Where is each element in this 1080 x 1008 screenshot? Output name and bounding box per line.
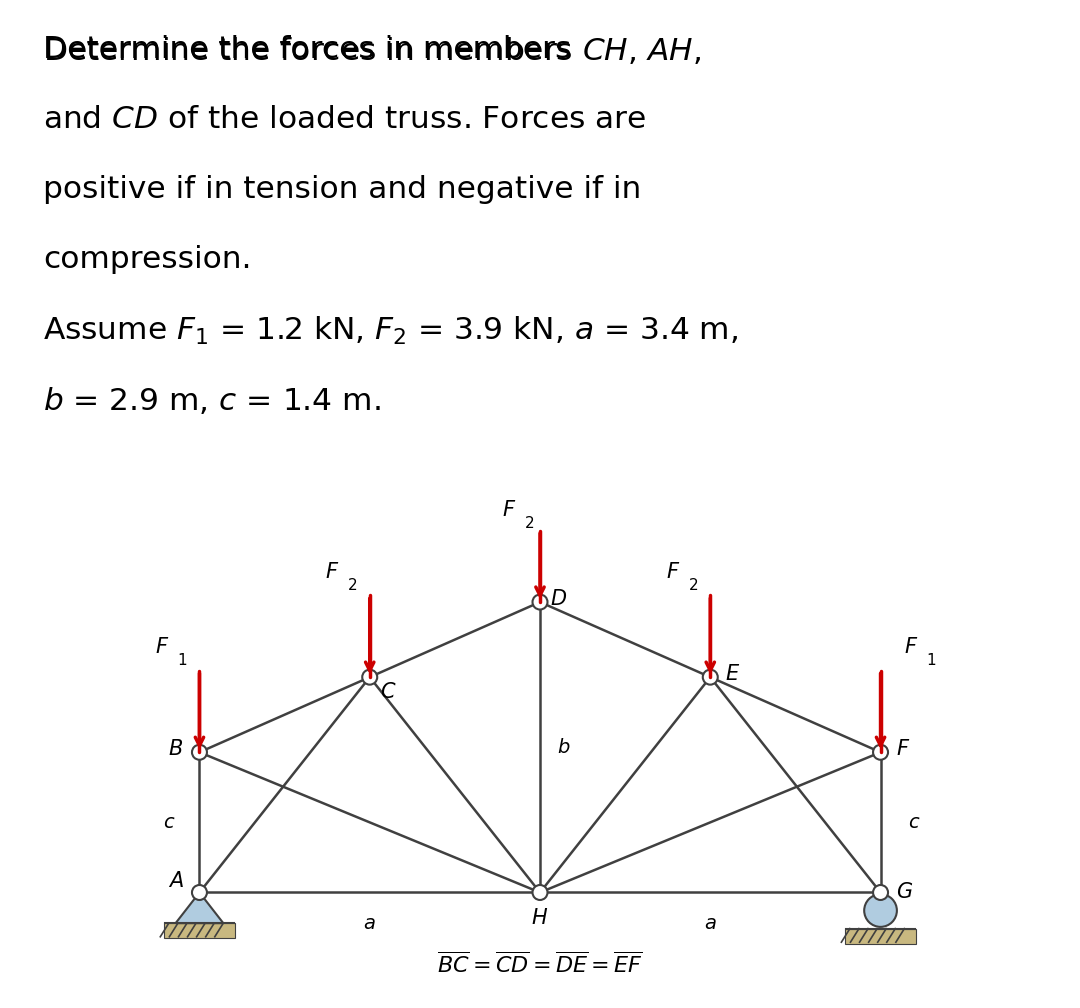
Text: $\mathit{F}$: $\mathit{F}$ xyxy=(154,637,170,656)
Text: 2: 2 xyxy=(688,578,698,593)
Text: 2: 2 xyxy=(348,578,357,593)
Text: $\mathit{E}$: $\mathit{E}$ xyxy=(725,663,740,683)
Text: $\mathit{F}$: $\mathit{F}$ xyxy=(502,500,516,520)
Text: $\mathit{H}$: $\mathit{H}$ xyxy=(531,908,549,928)
Circle shape xyxy=(192,885,207,900)
Text: $\mathit{a}$: $\mathit{a}$ xyxy=(704,913,717,932)
Text: $\mathit{a}$: $\mathit{a}$ xyxy=(363,913,376,932)
Text: 1: 1 xyxy=(177,653,187,668)
Text: Assume $\mathit{F}_1$ = 1.2 kN, $\mathit{F}_2$ = 3.9 kN, $\mathit{a}$ = 3.4 m,: Assume $\mathit{F}_1$ = 1.2 kN, $\mathit… xyxy=(43,316,739,348)
Text: $\mathit{c}$: $\mathit{c}$ xyxy=(908,812,921,832)
Text: $\mathit{F}$: $\mathit{F}$ xyxy=(904,637,918,656)
Text: $\mathit{C}$: $\mathit{C}$ xyxy=(380,682,396,703)
Text: $\mathit{b}$: $\mathit{b}$ xyxy=(557,738,570,757)
Text: Determine the forces in members $\mathit{CH}$, $\mathit{AH}$,: Determine the forces in members $\mathit… xyxy=(43,34,701,66)
Circle shape xyxy=(532,885,548,900)
Circle shape xyxy=(362,669,377,684)
Text: $\mathit{b}$ = 2.9 m, $\mathit{c}$ = 1.4 m.: $\mathit{b}$ = 2.9 m, $\mathit{c}$ = 1.4… xyxy=(43,385,381,416)
Text: 2: 2 xyxy=(525,516,535,531)
Text: $\mathit{A}$: $\mathit{A}$ xyxy=(167,871,184,891)
Text: $\mathit{D}$: $\mathit{D}$ xyxy=(550,589,567,609)
Text: compression.: compression. xyxy=(43,245,252,274)
Text: $\overline{BC} = \overline{CD} = \overline{DE} = \overline{EF}$: $\overline{BC} = \overline{CD} = \overli… xyxy=(437,952,643,977)
Polygon shape xyxy=(845,928,916,943)
Polygon shape xyxy=(164,923,235,938)
Circle shape xyxy=(864,894,896,927)
Text: Determine the forces in members: Determine the forces in members xyxy=(43,34,581,64)
Circle shape xyxy=(873,885,888,900)
Text: $\mathit{c}$: $\mathit{c}$ xyxy=(163,812,175,832)
Circle shape xyxy=(192,745,207,760)
Polygon shape xyxy=(176,892,224,923)
Text: $\mathit{G}$: $\mathit{G}$ xyxy=(895,882,913,902)
Circle shape xyxy=(703,669,718,684)
Text: $\mathit{F}$: $\mathit{F}$ xyxy=(665,561,680,582)
Text: $\mathit{B}$: $\mathit{B}$ xyxy=(168,739,184,759)
Text: $\mathit{F}$: $\mathit{F}$ xyxy=(325,561,339,582)
Text: 1: 1 xyxy=(927,653,936,668)
Circle shape xyxy=(532,595,548,610)
Circle shape xyxy=(873,745,888,760)
Text: and $\mathit{CD}$ of the loaded truss. Forces are: and $\mathit{CD}$ of the loaded truss. F… xyxy=(43,105,646,134)
Text: positive if in tension and negative if in: positive if in tension and negative if i… xyxy=(43,175,642,204)
Text: $\mathit{F}$: $\mathit{F}$ xyxy=(895,739,909,759)
